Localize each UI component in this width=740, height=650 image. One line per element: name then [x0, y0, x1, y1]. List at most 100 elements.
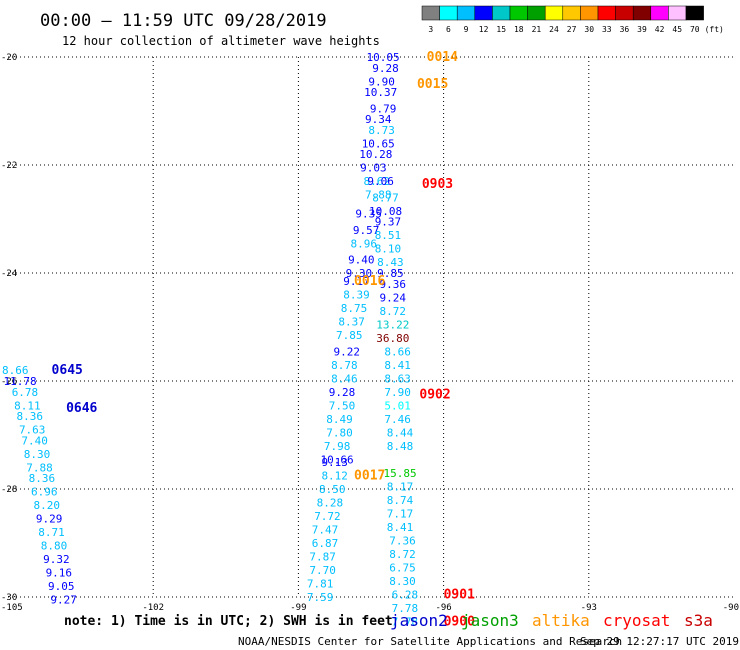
data-point: 6.28: [392, 588, 419, 601]
time-label: 0903: [422, 177, 453, 192]
data-point: 8.30: [389, 575, 416, 588]
legend-item: s3a: [684, 611, 713, 630]
data-point: 6.87: [312, 537, 339, 550]
colorbar-swatch: [544, 5, 564, 21]
legend: jason2 jason3 altika cryosat s3a: [390, 611, 713, 630]
data-point: 8.66: [384, 345, 411, 358]
data-point: 9.30: [346, 267, 373, 280]
colorbar-swatch: [650, 5, 669, 21]
data-point: 9.90: [368, 75, 395, 88]
colorbar-label: 3: [428, 25, 433, 34]
y-tick-label: -28: [1, 485, 17, 495]
time-labels: 0014 0015 0903 0016 0902 0017 0901 0900 0645 0646: [52, 50, 476, 629]
data-point: 8.72: [389, 548, 416, 561]
data-point: 9.03: [360, 162, 387, 175]
data-point: 8.11: [14, 399, 41, 412]
colorbar-swatch: [509, 5, 528, 21]
colorbar-label: 9: [464, 25, 469, 34]
data-point: 9.13: [321, 456, 348, 469]
data-point: 7.50: [329, 399, 356, 412]
data-point: 8.72: [380, 305, 407, 318]
data-point: 7.46: [384, 413, 411, 426]
data-point: 6.75: [389, 561, 416, 574]
data-point: 9.32: [43, 553, 70, 566]
data-point: 9.29: [36, 513, 63, 526]
data-point: 8.73: [368, 124, 395, 137]
colorbar-label: 45: [672, 25, 682, 34]
data-point: 8.50: [319, 483, 346, 496]
data-point: 7.78: [392, 602, 419, 615]
data-point: 8.48: [387, 440, 414, 453]
x-tick-label: -99: [290, 603, 306, 613]
time-label: 0017: [354, 469, 385, 484]
colorbar-swatch: [456, 5, 476, 21]
colorbar-unit: (ft): [705, 25, 724, 34]
data-point: 8.37: [338, 316, 365, 329]
data-point: 10.66: [321, 453, 354, 466]
x-tick-label: -96: [435, 603, 451, 613]
data-point: 8.39: [343, 289, 370, 302]
data-point: 9.16: [46, 567, 73, 580]
data-point: 8.12: [321, 470, 348, 483]
colorbar-label: 24: [549, 25, 559, 34]
data-point: 10.65: [362, 137, 395, 150]
data-point: 13.22: [376, 318, 409, 331]
data-point: 7.98: [324, 440, 351, 453]
data-point: 7.88: [365, 189, 392, 202]
axes: -20 -22 -24 -26 -28 -30-105 -102 -99 -96 -93 -90: [1, 53, 739, 613]
data-point: 7.85: [336, 329, 363, 342]
footer-note: note: 1) Time is in UTC; 2) SWH is in fe…: [64, 614, 393, 629]
data-point: 9.85: [377, 267, 404, 280]
data-point: 7.47: [312, 524, 339, 537]
data-point: 8.43: [377, 256, 404, 269]
colorbar-label: 21: [532, 25, 542, 34]
colorbar-label: 27: [567, 25, 577, 34]
data-point: 8.96: [350, 237, 377, 250]
data-point: 8.78: [331, 359, 358, 372]
data-point: 9.79: [370, 102, 397, 115]
data-point: 10.37: [364, 86, 397, 99]
data-point: 7.81: [307, 578, 334, 591]
data-point: 15.85: [383, 467, 416, 480]
time-label: 0645: [52, 363, 83, 378]
colorbar-swatch: [615, 5, 634, 21]
data-point: 11.78: [4, 375, 37, 388]
data-point: 5.01: [384, 399, 411, 412]
data-point: 8.63: [384, 372, 411, 385]
data-point: 8.74: [387, 494, 414, 507]
chart-subtitle: 12 hour collection of altimeter wave hei…: [62, 34, 380, 48]
data-point: 9.57: [353, 224, 380, 237]
colorbar-label: 39: [637, 25, 647, 34]
chart-title: 00:00 — 11:59 UTC 09/28/2019: [40, 11, 327, 31]
y-tick-label: -30: [1, 593, 17, 603]
colorbar-swatch: [597, 5, 616, 21]
footer-credit: NOAA/NESDIS Center for Satellite Applica…: [238, 635, 622, 648]
colorbar-label: 18: [514, 25, 524, 34]
data-point: 6.96: [31, 486, 58, 499]
data-point: 7.70: [309, 564, 336, 577]
y-tick-label: -26: [1, 377, 17, 387]
data-point: 8.51: [375, 229, 402, 242]
time-label: 0015: [417, 77, 448, 92]
colorbar-label: 36: [620, 25, 630, 34]
data-point: 10.08: [369, 205, 402, 218]
data-point: 8.36: [17, 410, 44, 423]
colorbar-swatch: [439, 5, 458, 21]
data-point: 9.24: [380, 291, 407, 304]
colorbar-swatch: [474, 5, 493, 21]
colorbar-swatch: [562, 5, 581, 21]
data-point: 10.28: [359, 148, 392, 161]
colorbar-swatch: [632, 5, 652, 21]
data-point: 9.28: [329, 386, 356, 399]
data-point: 36.80: [376, 332, 409, 345]
data-point: 8.20: [33, 499, 60, 512]
time-label: 0016: [354, 274, 385, 289]
data-point: 8.44: [387, 426, 414, 439]
footer-timestamp: Sep 29 12:27:17 UTC 2019: [580, 635, 739, 648]
time-label: 0902: [419, 388, 450, 403]
colorbar-label: 15: [496, 25, 506, 34]
data-point: 9.37: [375, 216, 402, 229]
data-point: 9.05: [48, 580, 75, 593]
data-points: 10.059.289.9010.379.799.348.7310.6510.28…: [2, 51, 418, 628]
data-point: 7.90: [384, 386, 411, 399]
